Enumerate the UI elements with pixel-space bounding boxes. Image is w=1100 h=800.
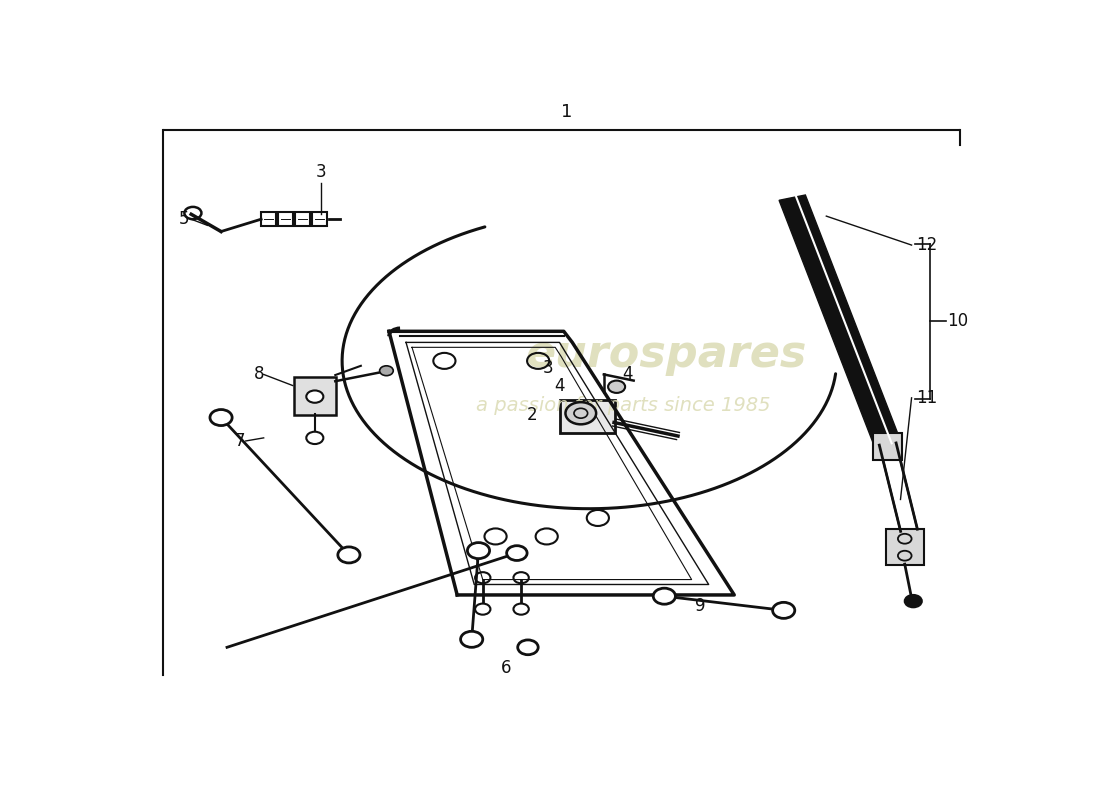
Circle shape — [379, 366, 393, 376]
Circle shape — [468, 542, 490, 558]
Circle shape — [507, 546, 527, 561]
Circle shape — [565, 402, 596, 424]
Bar — [278, 213, 293, 226]
Text: 1: 1 — [561, 102, 572, 121]
Circle shape — [514, 603, 529, 614]
Circle shape — [904, 595, 922, 607]
Text: 3: 3 — [543, 359, 553, 378]
Text: 7: 7 — [234, 432, 245, 450]
Text: 8: 8 — [254, 366, 265, 383]
FancyBboxPatch shape — [873, 433, 902, 460]
Text: eurospares: eurospares — [526, 334, 806, 376]
Circle shape — [518, 640, 538, 654]
Text: 10: 10 — [947, 313, 968, 330]
Text: 11: 11 — [916, 389, 937, 407]
Text: 12: 12 — [916, 236, 937, 254]
Text: 4: 4 — [623, 366, 632, 383]
Circle shape — [306, 390, 323, 402]
Text: 2: 2 — [527, 406, 538, 424]
Text: 9: 9 — [695, 597, 705, 615]
Bar — [261, 213, 276, 226]
Polygon shape — [879, 443, 917, 531]
Circle shape — [306, 432, 323, 444]
Circle shape — [608, 381, 625, 393]
Circle shape — [461, 631, 483, 647]
Circle shape — [653, 588, 675, 604]
Text: 6: 6 — [500, 658, 512, 677]
Text: 3: 3 — [316, 163, 326, 181]
Text: 5: 5 — [179, 210, 189, 228]
Text: 4: 4 — [554, 377, 564, 394]
Circle shape — [338, 547, 360, 563]
Bar — [312, 213, 327, 226]
Circle shape — [475, 603, 491, 614]
Circle shape — [772, 602, 795, 618]
Circle shape — [210, 410, 232, 426]
Bar — [295, 213, 310, 226]
FancyBboxPatch shape — [560, 400, 615, 433]
Text: a passion for parts since 1985: a passion for parts since 1985 — [476, 396, 771, 414]
FancyBboxPatch shape — [886, 529, 924, 566]
FancyBboxPatch shape — [294, 377, 337, 415]
Polygon shape — [779, 195, 901, 446]
